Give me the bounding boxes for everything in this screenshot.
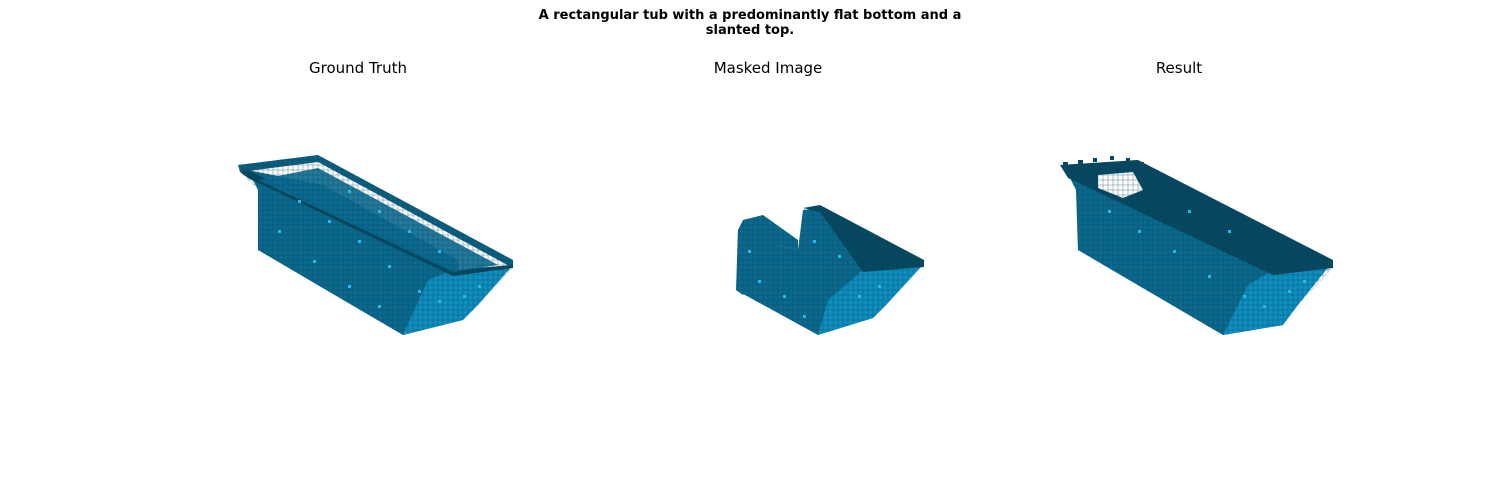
- panel-title-ground-truth: Ground Truth: [309, 59, 407, 77]
- suptitle-line-2: slanted top.: [705, 23, 795, 38]
- panel-result: [998, 90, 1398, 430]
- panel-title-result: Result: [1155, 59, 1203, 77]
- voxel-speckles: [278, 190, 481, 308]
- panel-title-masked-image: Masked Image: [713, 59, 823, 77]
- result-scattered-voxels: [1063, 156, 1144, 166]
- voxel-render-ground-truth: [238, 155, 513, 335]
- suptitle-line-1: A rectangular tub with a predominantly f…: [538, 8, 962, 23]
- figure-suptitle: A rectangular tub with a predominantly f…: [450, 8, 1050, 38]
- panel-masked-image: [588, 90, 988, 430]
- voxel-render-masked: [736, 205, 924, 335]
- voxel-render-result: [1060, 156, 1333, 335]
- panel-ground-truth: [178, 90, 578, 430]
